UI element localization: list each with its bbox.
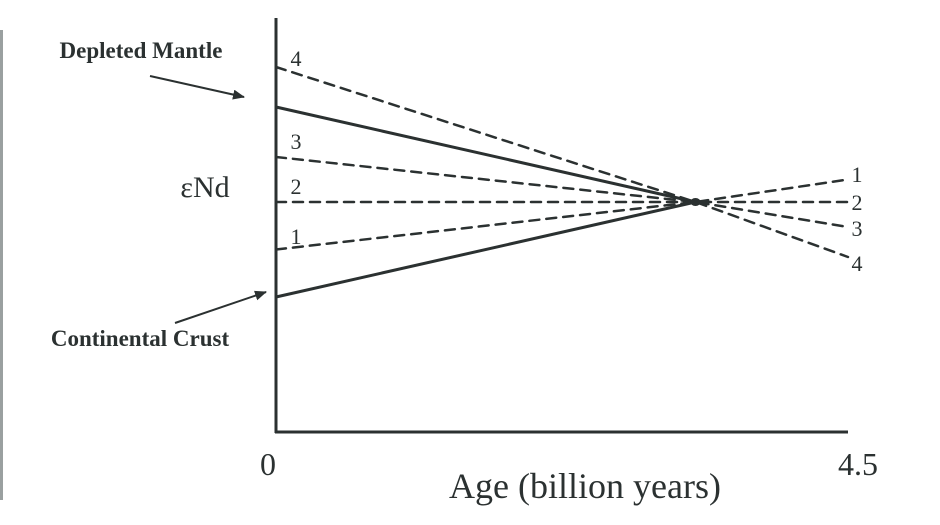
series-layer bbox=[274, 65, 850, 299]
continental-crust-label: Continental Crust bbox=[51, 326, 230, 351]
left-line-label-2: 2 bbox=[291, 174, 302, 199]
x-axis-label: Age (billion years) bbox=[449, 466, 721, 506]
right-line-label-3: 3 bbox=[852, 216, 863, 241]
right-line-label-4: 4 bbox=[852, 251, 863, 276]
right-line-label-1: 1 bbox=[852, 162, 863, 187]
left-line-label-1: 1 bbox=[291, 224, 302, 249]
left-line-label-4: 4 bbox=[291, 46, 302, 71]
convergence-point bbox=[690, 198, 701, 206]
y-axis-label: εNd bbox=[180, 171, 229, 204]
left-border-rule bbox=[0, 30, 3, 500]
depleted-mantle-arrow bbox=[149, 75, 245, 100]
x-tick-label-end: 4.5 bbox=[838, 446, 878, 482]
series-line-1 bbox=[274, 178, 850, 251]
left-line-label-3: 3 bbox=[291, 129, 302, 154]
x-tick-label-start: 0 bbox=[260, 446, 276, 482]
continental-crust-arrow bbox=[174, 290, 267, 324]
series-line-depleted-mantle bbox=[274, 105, 697, 204]
series-line-continental-crust bbox=[274, 200, 697, 299]
series-line-3 bbox=[274, 155, 850, 229]
depleted-mantle-label: Depleted Mantle bbox=[60, 38, 223, 63]
series-line-4 bbox=[274, 65, 850, 259]
right-line-label-2: 2 bbox=[852, 190, 863, 215]
axes-layer bbox=[274, 18, 848, 434]
labels-layer: 0 4.5 Age (billion years) εNd Depleted M… bbox=[51, 38, 878, 506]
